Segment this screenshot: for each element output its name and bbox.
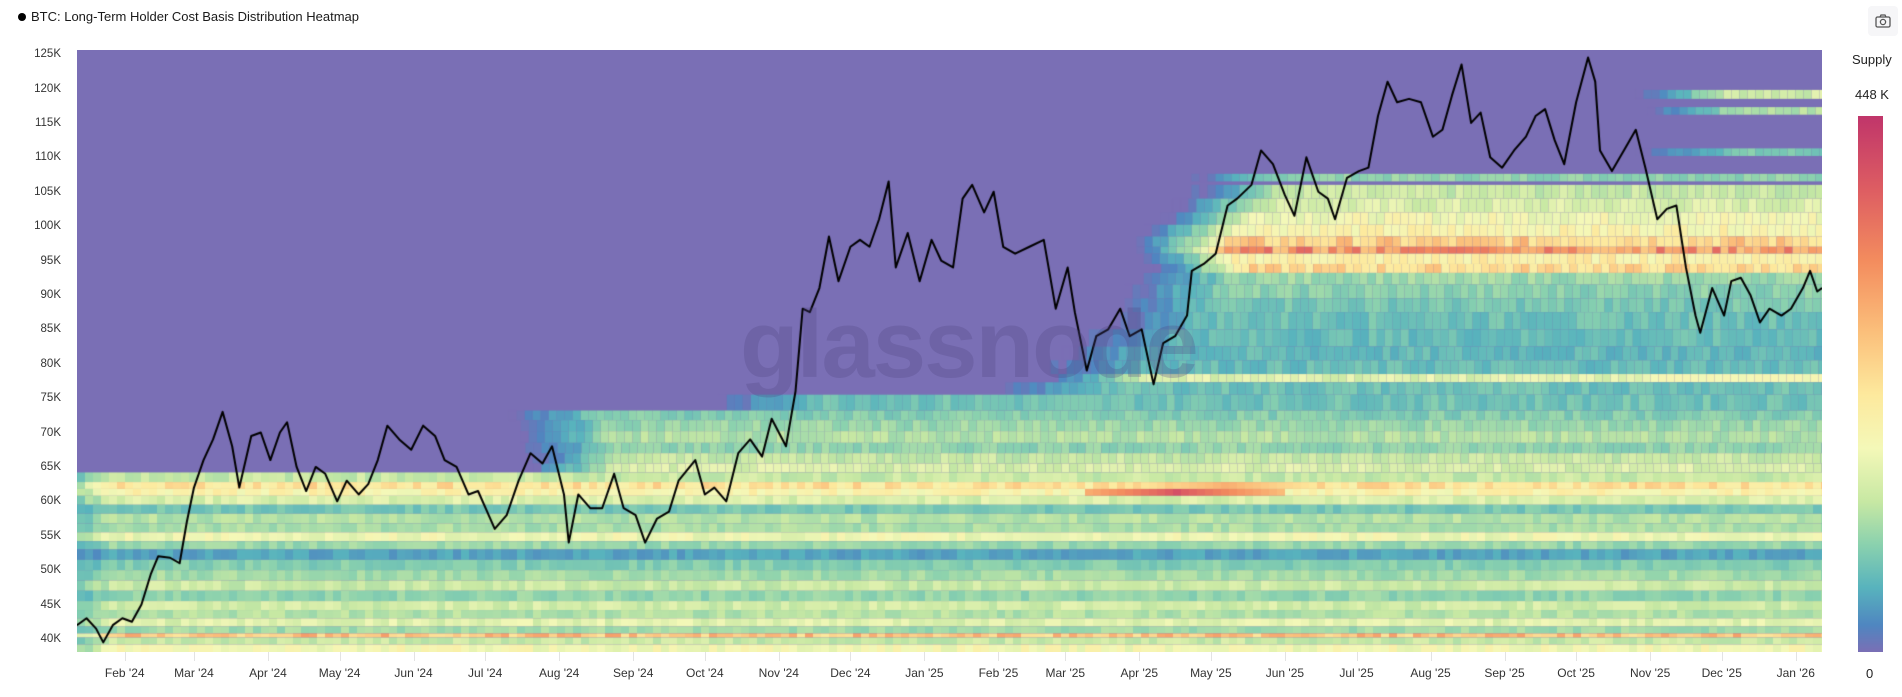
x-tick-label: Aug '25 <box>1410 666 1451 680</box>
x-tick-label: Aug '24 <box>539 666 580 680</box>
x-tick-mark <box>1065 652 1067 661</box>
x-tick-label: Oct '25 <box>1557 666 1595 680</box>
x-tick-mark <box>1356 652 1358 661</box>
x-tick-label: Jan '25 <box>905 666 944 680</box>
x-tick-mark <box>485 652 487 661</box>
y-tick-label: 50K <box>40 564 61 577</box>
x-tick-label: Feb '25 <box>978 666 1019 680</box>
x-tick-label: Jul '24 <box>468 666 503 680</box>
x-tick-mark <box>704 652 706 661</box>
x-tick-label: Sep '25 <box>1484 666 1525 680</box>
x-tick-mark <box>998 652 1000 661</box>
y-tick-label: 90K <box>40 288 61 301</box>
x-tick-mark <box>1721 652 1723 661</box>
x-tick-label: Apr '25 <box>1120 666 1159 680</box>
y-tick-label: 115K <box>34 116 61 129</box>
x-tick-label: Oct '24 <box>685 666 724 680</box>
x-tick-label: Mar '25 <box>1045 666 1086 680</box>
x-tick-mark <box>339 652 341 661</box>
x-tick-mark <box>1795 652 1797 661</box>
x-tick-mark <box>778 652 780 661</box>
y-tick-label: 95K <box>40 254 61 267</box>
x-tick-label: Jun '25 <box>1265 666 1305 680</box>
heatmap-plot-area[interactable] <box>77 50 1822 652</box>
y-tick-label: 100K <box>34 220 61 233</box>
y-tick-label: 120K <box>34 82 61 95</box>
x-tick-mark <box>559 652 561 661</box>
x-tick-mark <box>1650 652 1652 661</box>
colorbar <box>1858 116 1883 652</box>
x-tick-mark <box>1576 652 1578 661</box>
x-tick-label: Sep '24 <box>613 666 654 680</box>
y-tick-label: 65K <box>40 460 61 473</box>
x-tick-mark <box>124 652 126 661</box>
x-tick-mark <box>1210 652 1212 661</box>
x-tick-mark <box>1284 652 1286 661</box>
x-tick-label: May '25 <box>1190 666 1232 680</box>
x-tick-label: Feb '24 <box>104 666 145 680</box>
x-tick-label: Dec '25 <box>1701 666 1742 680</box>
camera-icon <box>1875 14 1891 28</box>
x-tick-mark <box>924 652 926 661</box>
y-tick-label: 70K <box>40 426 61 439</box>
colorbar-title: Supply <box>1852 52 1892 67</box>
x-tick-label: Apr '24 <box>249 666 287 680</box>
x-tick-label: Dec '24 <box>830 666 871 680</box>
x-tick-mark <box>193 652 195 661</box>
x-tick-mark <box>267 652 269 661</box>
x-tick-mark <box>633 652 635 661</box>
screenshot-button[interactable] <box>1868 6 1898 36</box>
x-tick-label: Jan '26 <box>1776 666 1815 680</box>
x-tick-label: Mar '24 <box>174 666 214 680</box>
chart-title-text: BTC: Long-Term Holder Cost Basis Distrib… <box>31 9 360 24</box>
y-tick-label: 80K <box>40 357 61 370</box>
y-tick-label: 110K <box>34 151 61 164</box>
x-tick-mark <box>1504 652 1506 661</box>
y-tick-label: 60K <box>40 495 61 508</box>
x-tick-mark <box>850 652 852 661</box>
x-tick-label: May '24 <box>318 666 361 680</box>
x-tick-label: Nov '24 <box>758 666 799 680</box>
x-tick-mark <box>1430 652 1432 661</box>
heatmap-canvas[interactable] <box>77 50 1822 652</box>
y-tick-label: 55K <box>40 529 61 542</box>
x-tick-mark <box>1139 652 1141 661</box>
x-tick-label: Jun '24 <box>394 666 433 680</box>
colorbar-max-label: 448 K <box>1855 87 1889 102</box>
y-tick-label: 45K <box>40 598 61 611</box>
x-tick-label: Jul '25 <box>1339 666 1374 680</box>
chart-title: BTC: Long-Term Holder Cost Basis Distrib… <box>18 9 359 24</box>
y-tick-label: 75K <box>40 392 61 405</box>
x-tick-mark <box>413 652 415 661</box>
colorbar-min-label: 0 <box>1866 666 1874 681</box>
y-tick-label: 85K <box>40 323 61 336</box>
series-dot-icon <box>18 12 26 21</box>
x-tick-label: Nov '25 <box>1629 666 1671 680</box>
y-tick-label: 105K <box>34 185 61 198</box>
y-tick-label: 125K <box>34 48 61 61</box>
y-tick-label: 40K <box>40 632 61 645</box>
